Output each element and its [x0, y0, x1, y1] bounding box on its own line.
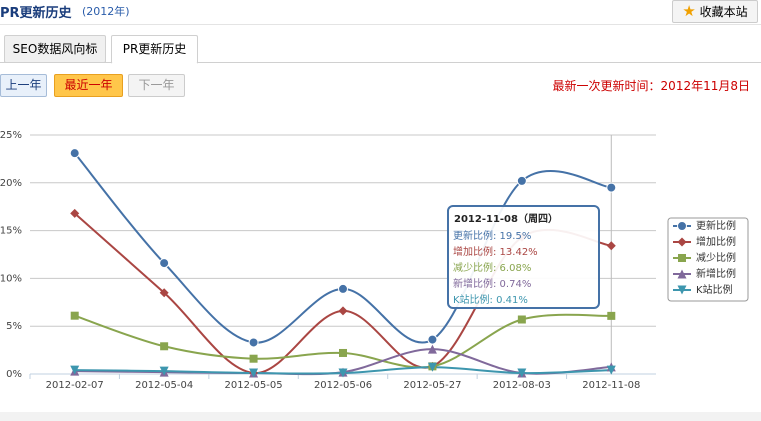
x-tick-label: 2012-05-05 [225, 380, 283, 391]
footer-band [0, 412, 761, 421]
point [516, 175, 527, 186]
legend-box [667, 217, 749, 302]
point [248, 337, 259, 348]
prev-year[interactable]: 上一年 [0, 74, 47, 97]
tooltip-line: 减少比例: 6.08% [453, 261, 531, 274]
tooltip-line: 更新比例: 19.5% [453, 229, 531, 242]
point [249, 354, 258, 363]
y-tick-label: 0% [6, 369, 22, 380]
bookmark-label: 收藏本站 [699, 5, 748, 19]
update-time: 最新一次更新时间：2012年11月8日 [552, 79, 750, 93]
point [427, 362, 437, 372]
tooltip-line: K站比例: 0.41% [453, 293, 528, 306]
point [427, 334, 438, 345]
y-tick-label: 25% [0, 130, 22, 141]
point [678, 254, 686, 262]
legend-label: 增加比例 [696, 235, 736, 248]
point [427, 344, 437, 354]
x-tick-label: 2012-11-08 [582, 380, 640, 391]
tab[interactable]: SEO数据风向标 [4, 35, 106, 63]
y-tick-label: 15% [0, 226, 22, 237]
tab-active[interactable]: PR更新历史 [111, 35, 198, 64]
point [677, 221, 687, 231]
x-tick-label: 2012-05-06 [314, 380, 372, 391]
point [70, 208, 80, 218]
point [70, 365, 80, 375]
page-year: (2012年) [82, 5, 130, 18]
recent-year[interactable]: 最近一年 [54, 74, 123, 97]
point [677, 237, 687, 247]
point [677, 285, 687, 295]
point [70, 311, 79, 320]
tooltip-line: 增加比例: 13.42% [453, 245, 538, 258]
point [69, 148, 80, 159]
point [606, 182, 617, 193]
point [339, 348, 347, 357]
point [159, 288, 169, 298]
point [517, 368, 527, 378]
x-tick-label: 2012-05-04 [135, 380, 193, 391]
header-bar [0, 0, 761, 25]
bookmark-button[interactable]: ★ 收藏本站 [672, 0, 758, 23]
legend-label: K站比例 [696, 283, 733, 296]
legend-label: 减少比例 [696, 251, 736, 264]
point [606, 365, 616, 375]
tooltip-line: 新增比例: 0.74% [453, 277, 531, 290]
series-line [74, 313, 612, 369]
x-tick-label: 2012-05-27 [403, 380, 461, 391]
point [338, 306, 348, 316]
point [677, 269, 687, 279]
x-tick-label: 2012-08-03 [493, 380, 551, 391]
point [606, 241, 616, 251]
point [338, 283, 348, 294]
point [159, 258, 170, 269]
tab-line [0, 62, 761, 63]
point [517, 315, 526, 324]
point [607, 311, 616, 320]
y-tick-label: 10% [0, 273, 22, 284]
next-year[interactable]: 下一年 [128, 74, 185, 97]
point [249, 368, 259, 378]
y-tick-label: 5% [6, 321, 22, 332]
legend-label: 更新比例 [696, 219, 736, 232]
tooltip: 2012-11-08（周四） 更新比例: 19.5% 增加比例: 13.42% 减少比… [447, 205, 600, 309]
x-tick-label: 2012-02-07 [46, 380, 104, 391]
point [159, 366, 169, 376]
page-title: PR更新历史 [0, 6, 72, 21]
tooltip-box [447, 205, 600, 309]
legend-label: 新增比例 [696, 267, 736, 280]
point [338, 368, 348, 378]
tooltip-title: 2012-11-08（周四） [454, 212, 558, 225]
point [160, 342, 169, 351]
y-tick-label: 20% [0, 178, 22, 189]
